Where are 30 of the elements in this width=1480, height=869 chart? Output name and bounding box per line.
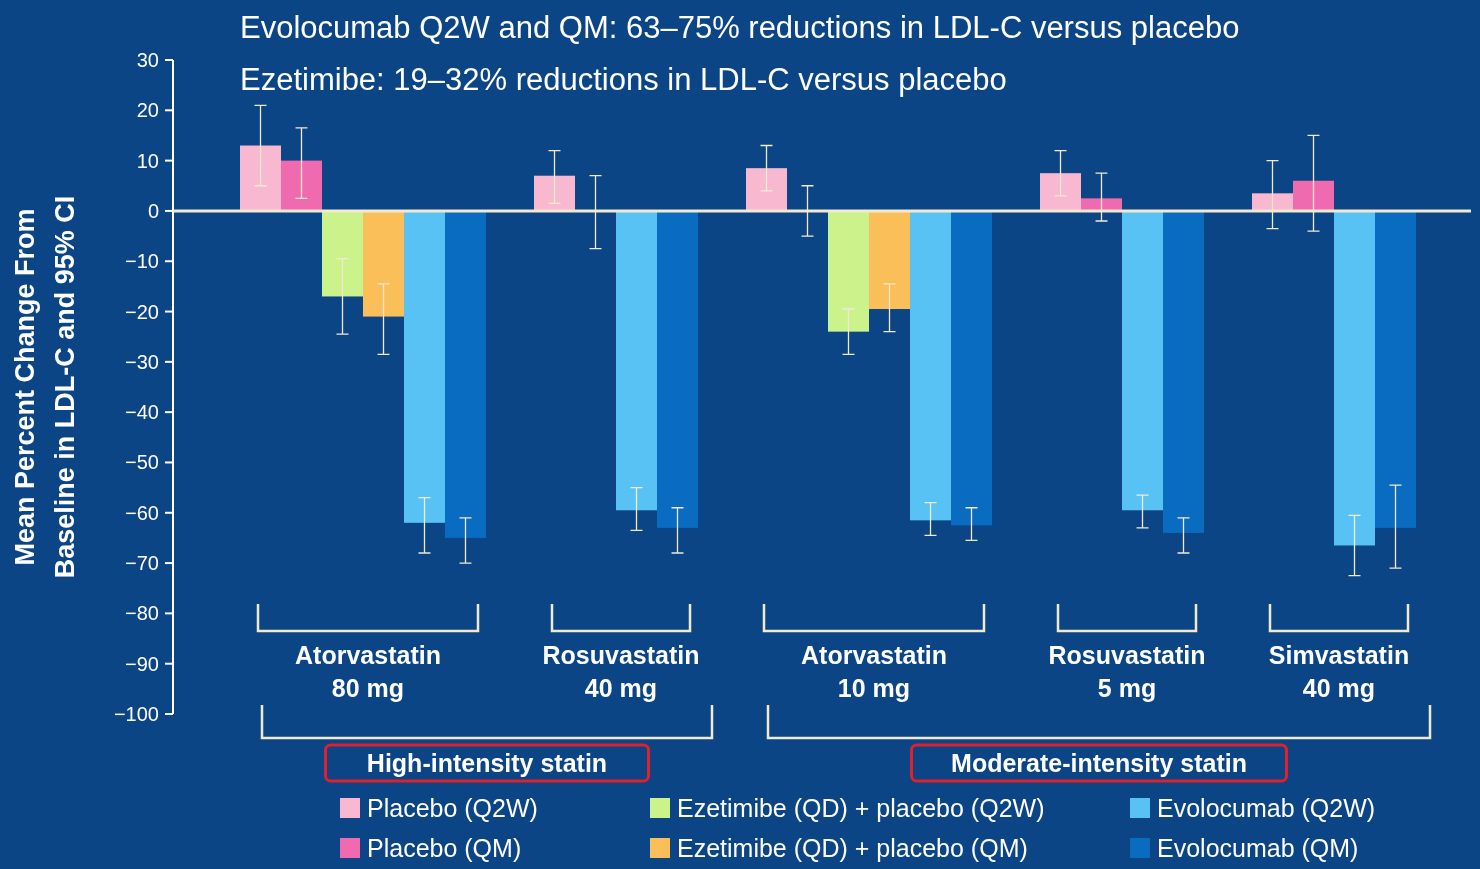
y-tick-label: 10 — [136, 149, 159, 172]
y-tick-label: −20 — [125, 300, 159, 323]
legend-label: Placebo (Q2W) — [367, 793, 538, 822]
y-tick-label: −100 — [113, 703, 159, 725]
x-tick-label: Rosuvastatin 5 mg — [1048, 641, 1206, 702]
chart-title: Evolocumab Q2W and QM: 63–75% reductions in LDL-C versus placebo — [240, 10, 1240, 45]
legend-label: Evolocumab (Q2W) — [1157, 793, 1376, 822]
y-tick-label: 0 — [147, 199, 159, 222]
x-tick-label: Simvastatin 40 mg — [1268, 641, 1410, 702]
y-tick-label: 30 — [136, 49, 159, 71]
x-tick-label: Atorvastatin 10 mg — [801, 641, 947, 702]
legend-label: Ezetimibe (QD) + placebo (Q2W) — [677, 793, 1045, 822]
y-tick-label: −70 — [125, 552, 159, 575]
y-tick-label: −90 — [125, 652, 159, 675]
y-tick-label: −30 — [125, 350, 159, 373]
y-tick-label: −50 — [125, 451, 159, 474]
text: Moderate-intensity statin — [951, 749, 1247, 777]
y-axis-title: Mean Percent Change From Baseline in LDL-C and 95% CI — [10, 195, 80, 579]
y-tick-label: 20 — [136, 99, 159, 122]
legend-label: Evolocumab (QM) — [1157, 833, 1359, 862]
y-tick-label: −60 — [125, 501, 159, 524]
legend-label: Placebo (QM) — [367, 833, 522, 862]
y-tick-label: −10 — [125, 250, 159, 273]
x-tick-label: Atorvastatin 80 mg — [295, 641, 441, 702]
y-tick-label: −80 — [125, 602, 159, 625]
y-tick-label: −40 — [125, 401, 159, 424]
chart-subtitle: Ezetimibe: 19–32% reductions in LDL-C versus placebo — [240, 62, 1007, 97]
x-tick-label: Rosuvastatin 40 mg — [542, 641, 700, 702]
legend-label: Ezetimibe (QD) + placebo (QM) — [677, 833, 1028, 862]
text: High-intensity statin — [366, 749, 608, 777]
